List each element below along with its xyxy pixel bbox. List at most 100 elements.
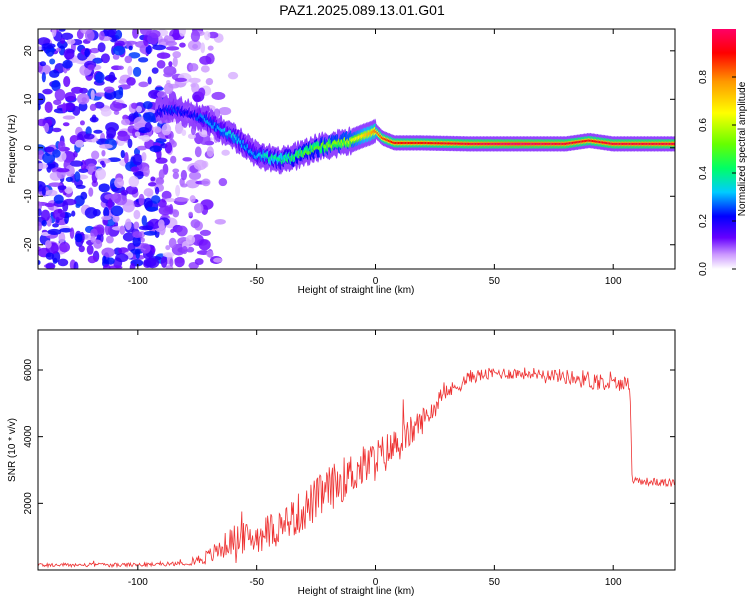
heatmap-noise-cell bbox=[193, 159, 207, 171]
heatmap-noise-cell bbox=[48, 163, 56, 169]
heatmap-noise-cell bbox=[143, 188, 154, 197]
heatmap-noise-cell bbox=[132, 153, 143, 166]
heatmap-noise-cell bbox=[38, 103, 41, 111]
heatmap-noise-cell bbox=[45, 262, 56, 269]
heatmap-noise-cell bbox=[99, 233, 104, 243]
heatmap-noise-cell bbox=[74, 233, 83, 243]
heatmap-noise-cell bbox=[57, 258, 69, 267]
heatmap-noise-cell bbox=[105, 235, 114, 244]
heatmap-noise-cell bbox=[101, 247, 115, 258]
heatmap-noise-cell bbox=[59, 227, 73, 233]
heatmap-noise-cell bbox=[133, 116, 148, 128]
x-tick-label: 0 bbox=[373, 276, 379, 287]
heatmap-noise-cell bbox=[200, 65, 210, 73]
heatmap-noise-cell bbox=[107, 198, 113, 211]
heatmap-noise-cell bbox=[62, 115, 76, 120]
heatmap-noise-cell bbox=[193, 203, 204, 214]
heatmap-noise-cell bbox=[56, 40, 68, 49]
heatmap-noise-cell bbox=[38, 163, 49, 170]
heatmap-noise-cell bbox=[38, 208, 42, 217]
heatmap-noise-cell bbox=[143, 111, 156, 123]
heatmap-noise-cell bbox=[62, 59, 73, 69]
heatmap-noise-cell bbox=[38, 260, 41, 266]
heatmap-noise-cell bbox=[51, 29, 57, 37]
heatmap-noise-cell bbox=[200, 199, 214, 210]
heatmap-noise-cell bbox=[39, 61, 47, 67]
heatmap-noise-cell bbox=[140, 243, 151, 254]
heatmap-noise-cell bbox=[48, 182, 63, 187]
heatmap-noise-cell bbox=[185, 179, 200, 189]
heatmap-noise-cell bbox=[62, 102, 67, 114]
heatmap-noise-cell bbox=[45, 252, 55, 260]
snr-background bbox=[38, 330, 675, 570]
heatmap-noise-cell bbox=[63, 48, 75, 60]
colorbar-tick-label: 0.0 bbox=[698, 262, 709, 276]
heatmap-noise-cell bbox=[86, 244, 94, 255]
heatmap-noise-cell bbox=[129, 262, 136, 269]
heatmap-noise-cell bbox=[47, 228, 62, 236]
heatmap-noise-cell bbox=[122, 232, 135, 242]
colorbar-tick-label: 0.6 bbox=[698, 118, 709, 132]
heatmap-noise-cell bbox=[49, 69, 60, 78]
heatmap-noise-cell bbox=[188, 171, 202, 180]
heatmap-noise-cell bbox=[112, 54, 120, 60]
heatmap-noise-cell bbox=[100, 53, 110, 64]
heatmap-noise-cell bbox=[91, 114, 97, 123]
heatmap-noise-cell bbox=[168, 237, 177, 249]
colorbar-tick-label: 0.8 bbox=[698, 70, 709, 84]
heatmap-noise-cell bbox=[128, 175, 140, 188]
heatmap-noise-cell bbox=[115, 29, 123, 40]
x-tick-label: -50 bbox=[249, 577, 264, 588]
heatmap-noise-cell bbox=[60, 37, 66, 45]
heatmap-noise-cell bbox=[43, 146, 55, 153]
heatmap-noise-cell bbox=[65, 176, 73, 183]
heatmap-noise-cell bbox=[59, 241, 71, 253]
heatmap-noise-cell bbox=[124, 152, 129, 164]
heatmap-noise-cell bbox=[185, 234, 196, 245]
heatmap-noise-cell bbox=[64, 91, 76, 102]
heatmap-noise-cell bbox=[72, 105, 81, 116]
heatmap-noise-cell bbox=[91, 150, 100, 160]
heatmap-noise-cell bbox=[118, 86, 124, 96]
heatmap-noise-cell bbox=[51, 80, 61, 92]
heatmap-noise-cell bbox=[88, 187, 94, 197]
heatmap-noise-cell bbox=[143, 34, 149, 46]
y-tick-label: 10 bbox=[23, 93, 34, 105]
heatmap-noise-cell bbox=[52, 149, 61, 158]
heatmap-noise-cell bbox=[101, 149, 106, 157]
heatmap-noise-cell bbox=[190, 219, 201, 229]
y-tick-label: 20 bbox=[23, 45, 34, 57]
heatmap-noise-cell bbox=[75, 203, 81, 208]
heatmap-noise-cell bbox=[53, 194, 64, 204]
heatmap-noise-cell bbox=[56, 47, 61, 52]
heatmap-x-ticks: -100 -50 0 50 100 bbox=[128, 29, 622, 287]
heatmap-noise-cell bbox=[90, 89, 95, 101]
heatmap-noise-cell bbox=[188, 63, 199, 72]
x-tick-label: -100 bbox=[128, 276, 148, 287]
snr-x-axis-label: Height of straight line (km) bbox=[298, 586, 415, 597]
colorbar-ticks: 0.0 0.2 0.4 0.6 0.8 bbox=[698, 70, 736, 276]
heatmap-noise-cell bbox=[156, 59, 166, 69]
heatmap-noise-cell bbox=[142, 225, 153, 230]
heatmap-noise-cell bbox=[128, 52, 141, 59]
heatmap-noise-cell bbox=[165, 46, 180, 51]
colorbar-tick-label: 0.2 bbox=[698, 214, 709, 228]
heatmap-noise-cell bbox=[53, 99, 62, 106]
heatmap-noise-cell bbox=[44, 101, 53, 113]
heatmap-noise-cell bbox=[163, 82, 174, 95]
heatmap-noise-cell bbox=[38, 221, 43, 232]
heatmap-noise-cell bbox=[108, 71, 116, 84]
heatmap-noise-cell bbox=[154, 186, 160, 195]
heatmap-noise-cell bbox=[165, 40, 178, 47]
heatmap-noise-cell bbox=[174, 77, 187, 83]
heatmap-noise-cell bbox=[135, 105, 142, 113]
heatmap-noise-cell bbox=[141, 215, 147, 226]
heatmap-noise-cell bbox=[141, 151, 147, 162]
heatmap-noise-cell bbox=[147, 32, 159, 45]
heatmap-noise-cell bbox=[89, 103, 97, 112]
heatmap-noise-cell bbox=[143, 197, 153, 210]
heatmap-noise-cell bbox=[78, 101, 88, 112]
heatmap-noise-cell bbox=[109, 101, 123, 112]
y-tick-label: 6000 bbox=[23, 358, 34, 381]
heatmap-noise-cell bbox=[138, 193, 145, 206]
